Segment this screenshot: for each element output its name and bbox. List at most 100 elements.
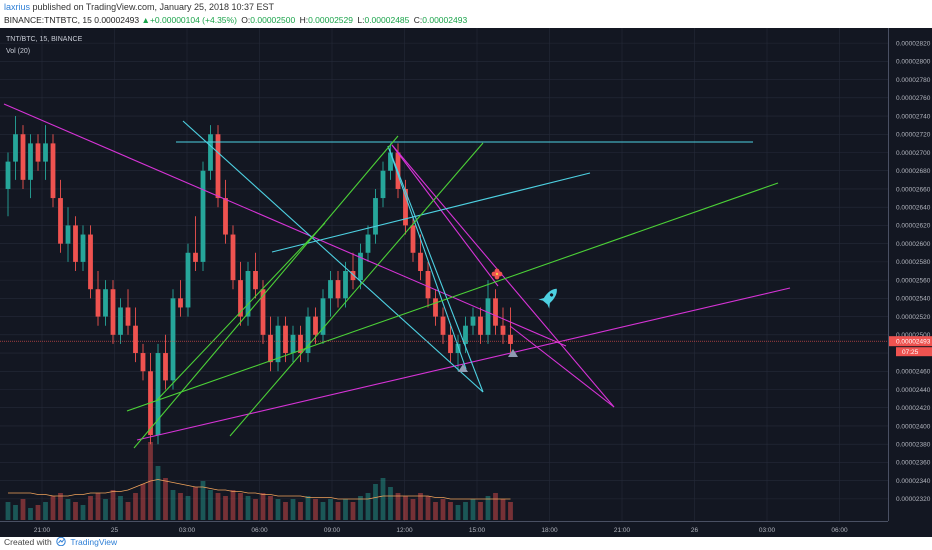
open-label: O: (241, 15, 251, 25)
green-pitchfork-median[interactable] (133, 135, 399, 449)
volume-bar (65, 499, 71, 520)
price-axis-ticks: 0.00002820 0.00002800 0.00002780 0.00002760… (896, 40, 931, 503)
volume-bar (43, 502, 48, 520)
volume-bar (455, 505, 461, 520)
price-tick-label: 0.00002560 (896, 277, 931, 284)
candle-body (238, 280, 243, 317)
volume-bar (298, 502, 303, 520)
candle (425, 261, 431, 308)
candle-body (95, 289, 101, 317)
green-pitchfork-upper[interactable] (156, 222, 326, 401)
volume-bar (178, 493, 183, 520)
trend-line-drawings[interactable] (3, 103, 791, 449)
candle (35, 134, 41, 171)
volume-bar (410, 499, 416, 520)
volume-bar (403, 496, 408, 520)
candle (133, 307, 138, 363)
candle-body (215, 134, 221, 199)
price-tick-label: 0.00002380 (896, 441, 931, 448)
price-tick-label: 0.00002440 (896, 387, 931, 394)
green-pitchfork-lower[interactable] (229, 142, 484, 437)
candle-body (5, 161, 11, 189)
candle-body (305, 316, 311, 354)
candle (320, 289, 326, 344)
price-tick-label: 0.00002700 (896, 150, 931, 157)
volume-bar (365, 493, 371, 520)
tradingview-brand-link[interactable]: TradingView (70, 537, 118, 547)
volume-bar (440, 499, 446, 520)
magenta-wedge-upper[interactable] (391, 144, 615, 408)
candle-body (335, 280, 341, 299)
candle (418, 234, 423, 281)
volume-bar (88, 496, 93, 520)
candle-body (410, 225, 416, 253)
author-link[interactable]: laxrius (4, 2, 31, 12)
close-label: C: (413, 15, 423, 25)
price-tick-label: 0.00002460 (896, 369, 931, 376)
candle (208, 125, 213, 180)
candle (470, 307, 476, 335)
price-tick-label: 0.00002620 (896, 223, 931, 230)
candle-body (253, 271, 258, 290)
candle-body (470, 316, 476, 326)
candle-body (245, 271, 251, 317)
magenta-wedge-lower[interactable] (509, 325, 615, 408)
candle (230, 225, 236, 290)
time-tick-label: 03:00 (179, 527, 196, 534)
candle-body (88, 234, 93, 290)
volume-bar (28, 508, 33, 520)
candle (238, 261, 243, 326)
candle-body (298, 334, 303, 354)
magenta-wedge-left[interactable] (391, 144, 499, 287)
cyan-drop-line[interactable] (182, 120, 484, 393)
close-value: 0.00002493 (422, 15, 468, 25)
cyan-fork-line-a[interactable] (387, 145, 467, 370)
volume-bar (95, 493, 101, 520)
green-trend-line[interactable] (126, 182, 779, 412)
volume-bar (170, 490, 176, 520)
candle (185, 243, 191, 317)
candle (508, 307, 513, 354)
cyan-fork-line-b[interactable] (387, 145, 484, 393)
candle-body (208, 134, 213, 171)
candle (388, 143, 393, 180)
volume-bar (508, 502, 513, 520)
volume-bar (493, 493, 498, 520)
time-axis[interactable] (0, 521, 888, 537)
candle (313, 307, 318, 344)
candle-body (155, 353, 161, 436)
candle-body (440, 316, 446, 335)
price-chart[interactable]: 0.00002820 0.00002800 0.00002780 0.00002760… (0, 28, 932, 537)
candle-body (290, 334, 296, 354)
candle-body (380, 170, 386, 199)
candle (275, 316, 281, 372)
symbol-label: BINANCE:TNTBTC, 15 (4, 15, 92, 25)
volume-bar (35, 505, 41, 520)
chart-area[interactable]: 0.00002820 0.00002800 0.00002780 0.00002760… (0, 28, 932, 537)
volume-bar (73, 502, 78, 520)
volume-bar (290, 499, 296, 520)
cyan-channel-line[interactable] (271, 172, 591, 253)
grid-lines (0, 28, 888, 521)
candle-body (508, 334, 513, 344)
low-value: 0.00002485 (364, 15, 410, 25)
magenta-downtrend-line[interactable] (3, 103, 567, 347)
candle (223, 179, 228, 244)
last-price-label: 0.00002493 (896, 338, 931, 345)
candle-body (163, 353, 168, 381)
magenta-support-line[interactable] (136, 287, 791, 441)
candle-body (73, 225, 78, 262)
countdown-label: 07:25 (902, 349, 919, 356)
price-tick-label: 0.00002580 (896, 259, 931, 266)
price-tick-label: 0.00002680 (896, 168, 931, 175)
candle (290, 325, 296, 363)
candle-body (223, 198, 228, 235)
volume-bar (20, 499, 26, 520)
volume-bar (133, 493, 138, 520)
volume-bar (215, 493, 221, 520)
candle (80, 225, 86, 271)
price-tick-label: 0.00002520 (896, 314, 931, 321)
candle (283, 316, 288, 363)
volume-bar (185, 496, 191, 520)
price-axis[interactable] (888, 28, 932, 537)
